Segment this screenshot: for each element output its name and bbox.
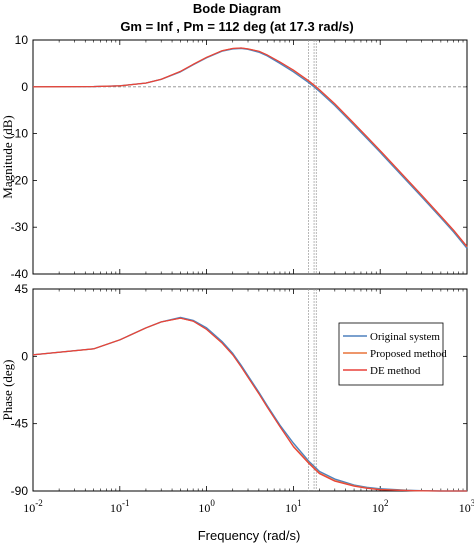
legend-entry: Original system [370,331,440,343]
series-line-de-method [32,317,467,492]
y-tick-label: 0 [21,349,28,363]
magnitude-panel: 10 0 -10 -20 -30 -40 Magnitude (dB) [0,33,468,281]
y-tick-label: -45 [11,417,29,431]
x-tick-label: 10-2 [23,498,43,515]
x-tick-label: 100 [198,498,215,515]
legend-entry: Proposed method [370,348,447,360]
x-tick-label: 103 [459,498,474,515]
phase-panel: 45 0 -45 -90 Phase (deg) Original system Propo… [0,282,468,498]
x-tick-label: 102 [372,498,389,515]
axes-frame [32,288,468,492]
legend-entry: DE method [370,365,421,377]
y-tick-label: -20 [11,173,29,187]
legend-box [338,322,444,386]
legend: Original system Proposed method DE method [338,322,447,386]
y-tick-label: -10 [11,127,29,141]
y-tick-label: 0 [21,80,28,94]
y-tick-label: -40 [11,267,29,281]
chart-title: Bode Diagram [193,1,281,16]
y-axis-label: Phase (deg) [0,359,15,420]
y-axis-label: Magnitude (dB) [0,115,15,198]
x-tick-label: 101 [285,498,302,515]
y-tick-label: 45 [15,282,29,296]
series-line-de-method [32,47,468,247]
x-axis-label: Frequency (rad/s) [198,528,301,543]
y-tick-label: 10 [15,33,29,47]
chart-subtitle: Gm = Inf , Pm = 112 deg (at 17.3 rad/s) [120,19,353,34]
axes-frame [32,39,468,275]
y-tick-label: -30 [11,220,29,234]
x-tick-label: 10-1 [110,498,130,515]
y-tick-label: -90 [11,484,29,498]
